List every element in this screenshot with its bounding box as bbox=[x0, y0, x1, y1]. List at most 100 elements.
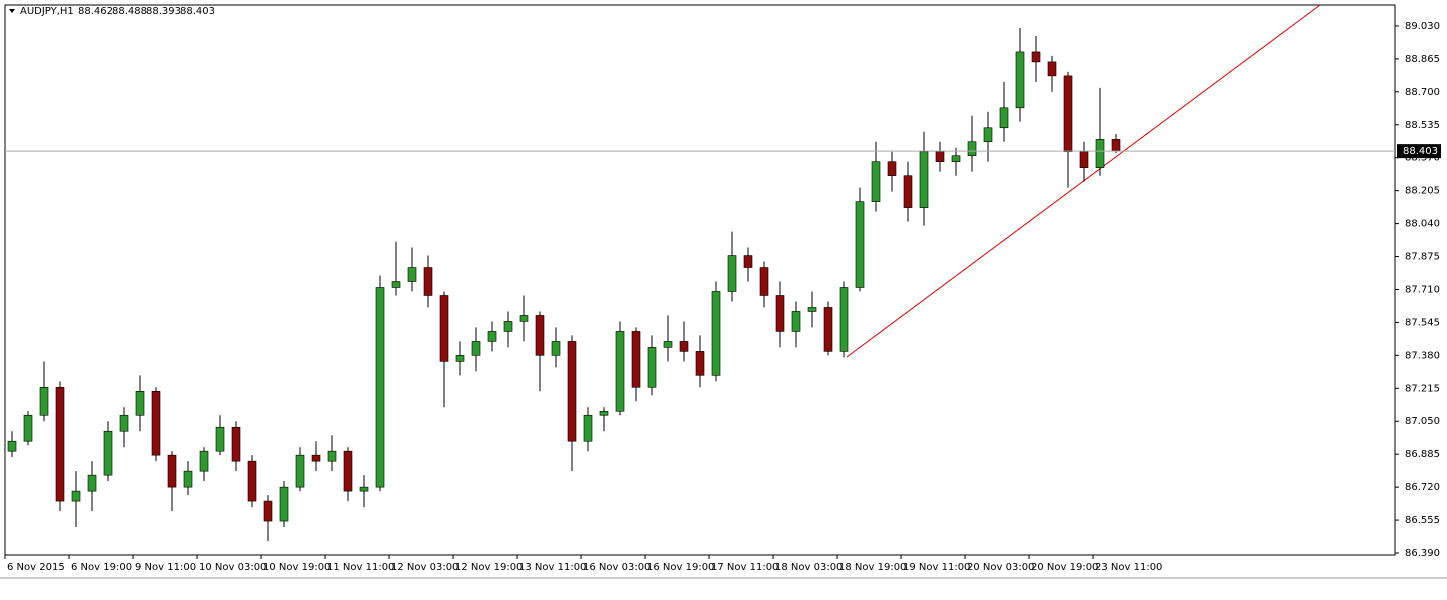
x-tick-label: 13 Nov 11:00 bbox=[519, 562, 586, 573]
candle-body bbox=[471, 341, 481, 356]
candle-body bbox=[695, 351, 705, 376]
candle-body bbox=[295, 454, 305, 488]
candle-body bbox=[1079, 151, 1089, 169]
x-tick-label: 20 Nov 19:00 bbox=[1031, 562, 1098, 573]
candle-body bbox=[279, 486, 289, 522]
candle-body bbox=[839, 287, 849, 352]
x-tick-label: 6 Nov 19:00 bbox=[71, 562, 132, 573]
candle-body bbox=[503, 321, 513, 332]
candle-body bbox=[551, 341, 561, 356]
candle-body bbox=[967, 141, 977, 157]
current-price-box bbox=[1397, 144, 1441, 159]
candle-body bbox=[23, 414, 33, 442]
candle-body bbox=[215, 426, 225, 452]
candle-body bbox=[615, 331, 625, 412]
candle-body bbox=[743, 255, 753, 268]
x-tick-label: 11 Nov 11:00 bbox=[327, 562, 394, 573]
y-tick-label: 88.370 bbox=[1405, 153, 1440, 164]
candle-body bbox=[951, 155, 961, 163]
y-tick-label: 87.710 bbox=[1405, 284, 1440, 295]
candle-body bbox=[327, 450, 337, 462]
candle-body bbox=[1095, 139, 1105, 169]
x-tick-label: 19 Nov 11:00 bbox=[903, 562, 970, 573]
candle-body bbox=[87, 474, 97, 492]
candle-body bbox=[199, 450, 209, 472]
candle-body bbox=[823, 307, 833, 352]
candle-body bbox=[1063, 75, 1073, 153]
candle-body bbox=[663, 341, 673, 348]
current-price-label: 88.403 bbox=[1403, 146, 1438, 157]
x-tick-label: 16 Nov 19:00 bbox=[647, 562, 714, 573]
candle-body bbox=[983, 127, 993, 143]
y-tick-label: 88.865 bbox=[1405, 54, 1440, 65]
x-tick-label: 9 Nov 11:00 bbox=[135, 562, 196, 573]
candle-body bbox=[343, 450, 353, 492]
candle-body bbox=[263, 500, 273, 522]
y-tick-label: 86.555 bbox=[1405, 515, 1440, 526]
x-tick-label: 6 Nov 2015 bbox=[7, 562, 65, 573]
candle-body bbox=[167, 454, 177, 488]
candle-body bbox=[39, 387, 49, 416]
candle-body bbox=[807, 307, 817, 312]
candle-body bbox=[759, 267, 769, 296]
candle-body bbox=[119, 414, 129, 432]
candle-body bbox=[999, 107, 1009, 129]
x-tick-label: 23 Nov 11:00 bbox=[1095, 562, 1162, 573]
header-low: 88.393 bbox=[146, 6, 181, 17]
x-tick-label: 12 Nov 19:00 bbox=[455, 562, 522, 573]
candle-body bbox=[887, 161, 897, 176]
candle-body bbox=[407, 267, 417, 282]
candle-body bbox=[679, 341, 689, 352]
x-tick-label: 17 Nov 11:00 bbox=[711, 562, 778, 573]
y-tick-label: 88.535 bbox=[1405, 120, 1440, 131]
candle-body bbox=[871, 161, 881, 202]
candle-body bbox=[55, 387, 65, 502]
candle-body bbox=[391, 281, 401, 288]
symbol-menu-arrow[interactable] bbox=[9, 9, 15, 13]
candle-body bbox=[711, 291, 721, 376]
candle-body bbox=[135, 390, 145, 416]
candle-body bbox=[1031, 51, 1041, 63]
y-tick-label: 87.050 bbox=[1405, 416, 1440, 427]
candle-body bbox=[647, 347, 657, 388]
candle-body bbox=[359, 486, 369, 492]
x-tick-label: 10 Nov 19:00 bbox=[263, 562, 330, 573]
y-tick-label: 87.215 bbox=[1405, 383, 1440, 394]
y-tick-label: 86.885 bbox=[1405, 449, 1440, 460]
header-open: 88.462 bbox=[78, 6, 113, 17]
candle-body bbox=[375, 287, 385, 488]
candle-body bbox=[231, 426, 241, 462]
y-tick-label: 87.875 bbox=[1405, 252, 1440, 263]
candle-body bbox=[535, 315, 545, 356]
candle-body bbox=[423, 267, 433, 296]
candle-body bbox=[599, 410, 609, 416]
candle-body bbox=[583, 414, 593, 442]
y-tick-label: 87.545 bbox=[1405, 317, 1440, 328]
y-tick-label: 88.205 bbox=[1405, 186, 1440, 197]
y-tick-label: 88.700 bbox=[1405, 87, 1440, 98]
candle-body bbox=[855, 201, 865, 288]
candle-body bbox=[183, 470, 193, 488]
candle-body bbox=[903, 175, 913, 208]
header-close: 88.403 bbox=[180, 6, 215, 17]
plot-frame bbox=[4, 4, 1396, 556]
x-tick-label: 10 Nov 03:00 bbox=[199, 562, 266, 573]
y-tick-label: 89.030 bbox=[1405, 21, 1440, 32]
candle-body bbox=[919, 151, 929, 208]
y-tick-label: 86.390 bbox=[1405, 548, 1440, 559]
candle-body bbox=[935, 151, 945, 163]
candle-body bbox=[631, 331, 641, 388]
candle-body bbox=[567, 341, 577, 442]
candle-body bbox=[519, 315, 529, 322]
y-tick-label: 86.720 bbox=[1405, 482, 1440, 493]
candle-body bbox=[311, 454, 321, 462]
candle-body bbox=[247, 460, 257, 502]
y-tick-label: 87.380 bbox=[1405, 350, 1440, 361]
x-tick-label: 20 Nov 03:00 bbox=[967, 562, 1034, 573]
candle-body bbox=[727, 255, 737, 292]
symbol: AUDJPY,H1 bbox=[20, 6, 74, 17]
candle-body bbox=[7, 440, 17, 452]
x-tick-label: 12 Nov 03:00 bbox=[391, 562, 458, 573]
candle-body bbox=[1047, 61, 1057, 77]
candle-body bbox=[71, 490, 81, 502]
